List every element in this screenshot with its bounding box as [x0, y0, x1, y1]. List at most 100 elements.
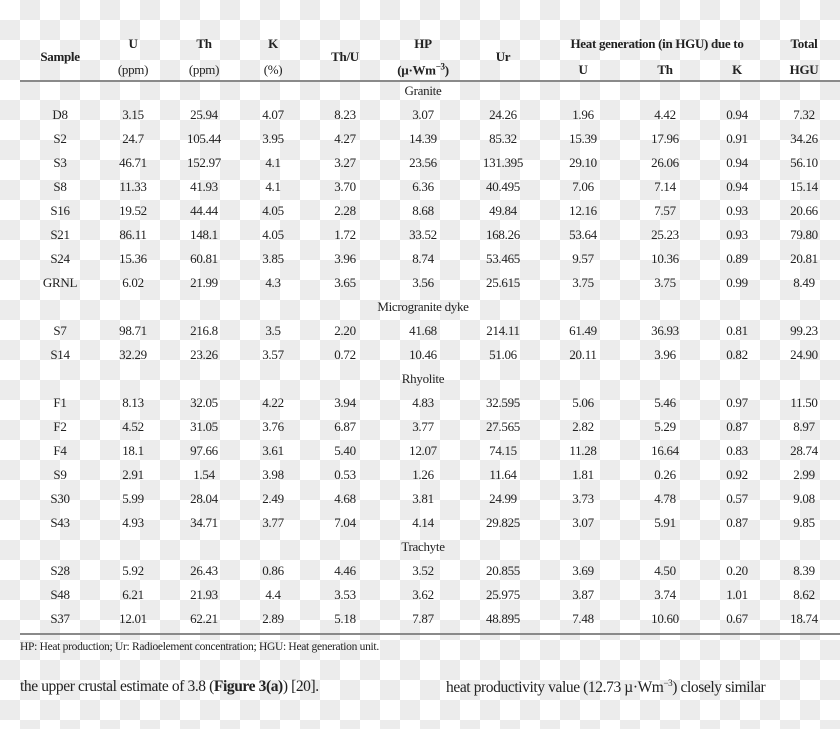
cell-sample: S48	[50, 587, 70, 602]
cell-u: 5.99	[122, 491, 144, 506]
cell-sample: F1	[53, 395, 67, 410]
cell-heat-th: 16.64	[651, 443, 679, 458]
cell-th: 216.8	[190, 323, 218, 338]
cell-hp: 3.07	[412, 107, 434, 122]
cell-hp: 33.52	[409, 227, 437, 242]
cell-hp: 10.46	[409, 347, 437, 362]
cell-k: 4.1	[265, 179, 281, 194]
cell-ur: 168.26	[486, 227, 520, 242]
cell-th: 97.66	[190, 443, 218, 458]
cell-heat-th: 4.50	[654, 563, 676, 578]
cell-u: 6.21	[122, 587, 144, 602]
cell-total: 24.90	[790, 347, 818, 362]
cell-heat-th: 5.46	[654, 395, 676, 410]
header-th: Th	[196, 36, 212, 51]
cell-k: 3.98	[262, 467, 284, 482]
cell-heat-u: 29.10	[569, 155, 597, 170]
cell-sample: S8	[53, 179, 67, 194]
figure-reference: Figure 3(a)	[213, 678, 283, 695]
cell-heat-k: 1.01	[726, 587, 748, 602]
cell-heat-u: 3.07	[572, 515, 594, 530]
cell-th: 23.26	[190, 347, 218, 362]
cell-hp: 3.56	[412, 275, 434, 290]
cell-th: 41.93	[190, 179, 218, 194]
cell-total: 20.66	[790, 203, 818, 218]
bottom-rule	[20, 633, 840, 635]
cell-heat-th: 7.57	[654, 203, 676, 218]
cell-th: 26.43	[190, 563, 218, 578]
cell-th-u: 8.23	[334, 107, 356, 122]
header-total-unit: HGU	[789, 62, 819, 77]
hp-unit-exp: −3	[435, 61, 445, 72]
cell-total: 20.81	[790, 251, 818, 266]
cell-heat-u: 1.96	[572, 107, 594, 122]
body-text-right: heat productivity value (12.73 µ·Wm−3) c…	[446, 678, 766, 697]
cell-hp: 23.56	[409, 155, 437, 170]
cell-heat-k: 0.94	[726, 179, 748, 194]
cell-heat-th: 10.60	[651, 611, 679, 626]
cell-heat-k: 0.83	[726, 443, 748, 458]
header-heat-k: K	[732, 62, 742, 77]
cell-heat-u: 53.64	[569, 227, 597, 242]
header-hp: HP	[414, 36, 432, 51]
cell-total: 15.14	[790, 179, 818, 194]
cell-u: 2.91	[122, 467, 144, 482]
cell-heat-th: 26.06	[651, 155, 679, 170]
cell-ur: 85.32	[489, 131, 517, 146]
cell-sample: S24	[50, 251, 70, 266]
header-total: Total	[790, 36, 818, 51]
cell-ur: 48.895	[486, 611, 520, 626]
cell-th-u: 5.40	[334, 443, 356, 458]
cell-heat-k: 0.93	[726, 227, 748, 242]
cell-k: 3.57	[262, 347, 284, 362]
cell-sample: S43	[50, 515, 70, 530]
cell-heat-th: 25.23	[651, 227, 679, 242]
cell-ur: 40.495	[486, 179, 520, 194]
cell-sample: S21	[50, 227, 70, 242]
cell-hp: 4.83	[412, 395, 434, 410]
cell-heat-k: 0.92	[726, 467, 748, 482]
cell-heat-u: 9.57	[572, 251, 594, 266]
cell-th: 60.81	[190, 251, 218, 266]
header-th-u: Th/U	[331, 49, 359, 64]
cell-ur: 25.615	[486, 275, 520, 290]
cell-th-u: 4.46	[334, 563, 356, 578]
cell-u: 32.29	[119, 347, 147, 362]
cell-hp: 3.62	[412, 587, 434, 602]
cell-heat-th: 4.42	[654, 107, 676, 122]
group-heading: Rhyolite	[401, 371, 445, 386]
cell-u: 24.7	[122, 131, 144, 146]
cell-heat-th: 3.96	[654, 347, 676, 362]
cell-heat-k: 0.87	[726, 515, 748, 530]
cell-th-u: 5.18	[334, 611, 356, 626]
body-right-post: ) closely similar	[672, 679, 766, 697]
cell-heat-k: 0.99	[726, 275, 748, 290]
body-right-exp: −3	[663, 678, 673, 688]
cell-heat-u: 7.48	[572, 611, 594, 626]
cell-hp: 8.74	[412, 251, 434, 266]
cell-total: 34.26	[790, 131, 818, 146]
body-right-pre: heat productivity value (12.73 µ·Wm	[446, 679, 664, 697]
cell-heat-u: 3.69	[572, 563, 594, 578]
cell-th: 152.97	[187, 155, 221, 170]
cell-heat-th: 0.26	[654, 467, 676, 482]
cell-heat-u: 7.06	[572, 179, 594, 194]
cell-th: 105.44	[187, 131, 221, 146]
cell-sample: S3	[53, 155, 67, 170]
cell-hp: 3.81	[412, 491, 434, 506]
cell-hp: 3.52	[412, 563, 434, 578]
cell-total: 9.08	[793, 491, 815, 506]
cell-heat-k: 0.67	[726, 611, 748, 626]
cell-heat-k: 0.94	[726, 155, 748, 170]
cell-ur: 51.06	[489, 347, 517, 362]
cell-ur: 131.395	[482, 155, 524, 170]
cell-hp: 12.07	[409, 443, 437, 458]
cell-k: 4.05	[262, 203, 284, 218]
cell-th: 62.21	[190, 611, 218, 626]
cell-k: 4.05	[262, 227, 284, 242]
cell-heat-u: 11.28	[569, 443, 597, 458]
cell-heat-th: 36.93	[651, 323, 679, 338]
cell-u: 4.93	[122, 515, 144, 530]
cell-th: 25.94	[190, 107, 218, 122]
cell-th: 44.44	[190, 203, 218, 218]
